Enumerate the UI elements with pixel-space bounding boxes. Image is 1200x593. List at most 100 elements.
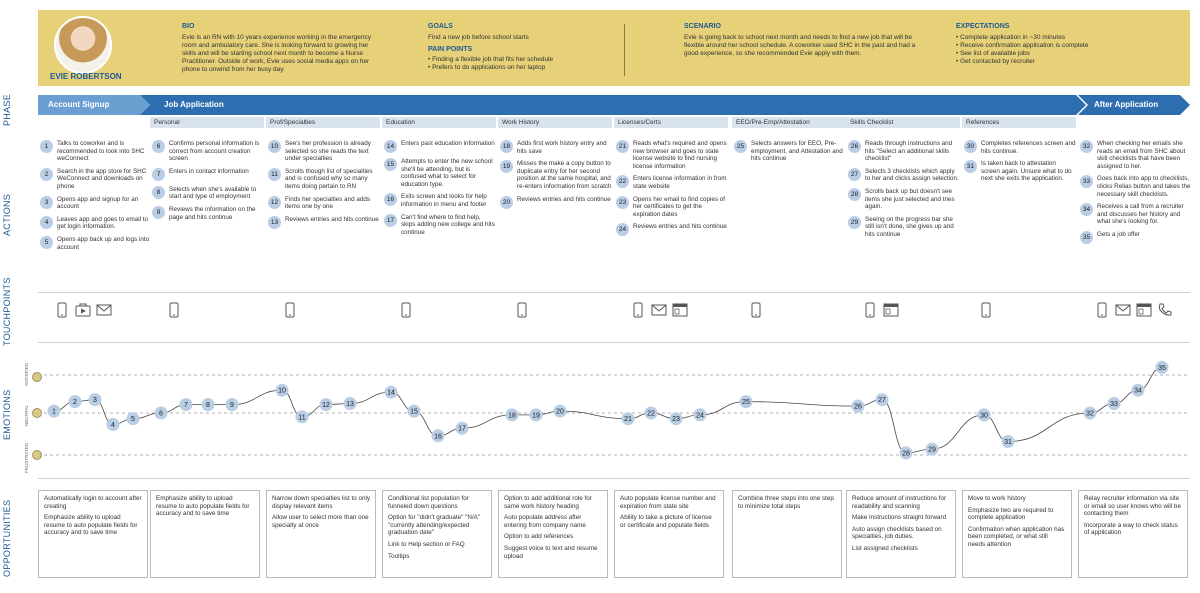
action-column: 6 Confirms personal information is correc… <box>152 140 264 226</box>
action-item: 24 Reviews entries and hits continue <box>616 223 728 237</box>
emotion-point-label: 10 <box>278 388 286 395</box>
opportunity-text: Auto assign checklists based on specialt… <box>852 525 942 541</box>
opportunity-card: Narrow down specialties list to only dis… <box>266 490 376 578</box>
emotion-point <box>644 406 658 420</box>
action-text: Opens her email to find copies of her ce… <box>633 195 726 218</box>
opportunity-text: Conditional list population for funneled… <box>388 495 469 510</box>
touchpoint-group <box>282 302 298 318</box>
opportunity-text: Emphasize ability to upload resume to au… <box>44 514 138 537</box>
subphase-tab: EEO/Pre-Emp/Attestation <box>732 117 846 128</box>
emotion-point <box>851 399 865 413</box>
opportunity-text: Move to work history <box>968 495 1026 502</box>
expectations-heading: EXPECTATIONS <box>956 23 1010 30</box>
emotion-point <box>1155 360 1169 374</box>
action-item: 10 See's her profession is already select… <box>268 140 380 163</box>
step-number: 35 <box>1080 230 1093 244</box>
action-text: Goes back into app to checklists, clicks… <box>1097 175 1191 198</box>
browser-icon <box>1136 302 1152 318</box>
phone-icon <box>1094 302 1110 318</box>
action-item: 28 Scrolls back up but doesn't see items … <box>848 187 960 211</box>
emotion-point <box>68 395 82 409</box>
mail-icon <box>651 302 667 318</box>
action-item: 23 Opens her email to find copies of her … <box>616 195 728 219</box>
opportunity-card: Auto populate license number and expirat… <box>614 490 724 578</box>
action-text: Reads what's required and opens new brow… <box>633 140 727 170</box>
emotion-point <box>225 398 239 412</box>
step-number: 19 <box>500 160 513 174</box>
subphase-tab: Education <box>382 117 496 128</box>
emotion-point-label: 26 <box>854 404 862 411</box>
step-number: 27 <box>848 167 861 181</box>
action-text: Leaves app and goes to email to get logi… <box>57 215 149 231</box>
action-item: 6 Confirms personal information is correc… <box>152 140 264 163</box>
step-number: 11 <box>268 167 281 181</box>
emotion-point-label: 33 <box>1110 401 1118 408</box>
phase-account-signup: Account Signup <box>38 95 150 115</box>
emotion-point <box>275 383 289 397</box>
emotion-point-label: 22 <box>647 411 655 418</box>
step-number: 31 <box>964 160 977 174</box>
list-item: Prefers to do applications on her laptop <box>428 64 618 72</box>
emotion-point <box>529 408 543 422</box>
step-number: 28 <box>848 187 861 201</box>
action-item: 31 Is taken back to attestation screen ag… <box>964 160 1076 183</box>
emotion-point <box>47 404 61 418</box>
opportunity-text: Tooltips <box>388 552 410 560</box>
step-number: 17 <box>384 213 397 227</box>
step-number: 29 <box>848 215 861 229</box>
opportunity-text: Option to add references <box>504 533 574 541</box>
action-text: Adds first work history entry and hits s… <box>517 140 607 155</box>
step-number: 6 <box>152 140 165 153</box>
action-text: Reads through instructions and hits "Sel… <box>865 140 953 163</box>
touchpoint-group <box>862 302 899 318</box>
opportunity-text: List assigned checklists <box>852 544 918 552</box>
step-number: 3 <box>40 195 53 209</box>
action-text: Enters past education information <box>401 140 495 147</box>
touchpoint-group <box>748 302 764 318</box>
emotion-point-label: 7 <box>184 402 188 409</box>
opportunity-card: Move to work history Emphasize two are re… <box>962 490 1072 578</box>
subphase-tab: References <box>962 117 1076 128</box>
phone-icon <box>978 302 994 318</box>
emotion-point <box>1131 383 1145 397</box>
touchpoint-group <box>978 302 994 318</box>
emotion-point-label: 15 <box>410 409 418 416</box>
step-number: 22 <box>616 175 629 189</box>
emotion-point <box>179 398 193 412</box>
list-item: Finding a flexible job that fits her sch… <box>428 56 618 64</box>
action-text: Misses the make a copy button to duplica… <box>517 160 612 190</box>
opportunity-text: Ability to take a picture of license or … <box>620 514 712 529</box>
emotion-point-label: 19 <box>532 412 540 419</box>
emotion-point <box>106 417 120 431</box>
opportunity-text: Emphasize two are required to complete a… <box>968 506 1054 522</box>
opportunity-text: Option to add additional role for same w… <box>504 495 592 510</box>
action-item: 29 Seeing on the progress bar she still i… <box>848 215 960 239</box>
step-number: 20 <box>500 195 513 209</box>
touchpoint-group <box>398 302 414 318</box>
emotion-point-label: 9 <box>230 402 234 409</box>
action-text: Completes references screen and hits con… <box>981 140 1076 155</box>
touchpoint-group <box>514 302 530 318</box>
step-number: 18 <box>500 140 513 153</box>
emotion-point-label: 4 <box>111 422 115 429</box>
action-text: Reviews entries and hits continue <box>517 195 611 203</box>
phone-icon <box>54 302 70 318</box>
emotion-point-label: 3 <box>93 397 97 404</box>
action-text: Opens app back up and logs into account <box>57 235 150 251</box>
emotion-point-label: 24 <box>696 412 704 419</box>
emotion-point-label: 28 <box>902 450 910 457</box>
action-text: Reviews entries and hits continue <box>285 215 379 223</box>
goals-section: GOALS Find a new job before school start… <box>428 23 618 72</box>
opportunity-card: Option to add additional role for same w… <box>498 490 608 578</box>
opportunity-text: Auto populate license number and expirat… <box>620 495 716 510</box>
step-number: 21 <box>616 140 629 153</box>
goals-heading: GOALS <box>428 23 453 30</box>
list-item: Get contacted by recruiter <box>956 58 1176 66</box>
action-item: 26 Reads through instructions and hits "S… <box>848 140 960 163</box>
action-item: 14 Enters past education information <box>384 140 496 153</box>
action-item: 19 Misses the make a copy button to dupli… <box>500 160 612 190</box>
list-item: See list of available jobs <box>956 50 1176 58</box>
emotion-point <box>669 412 683 426</box>
emotion-point <box>1001 435 1015 448</box>
list-item: Complete application in ~30 minutes <box>956 34 1176 42</box>
